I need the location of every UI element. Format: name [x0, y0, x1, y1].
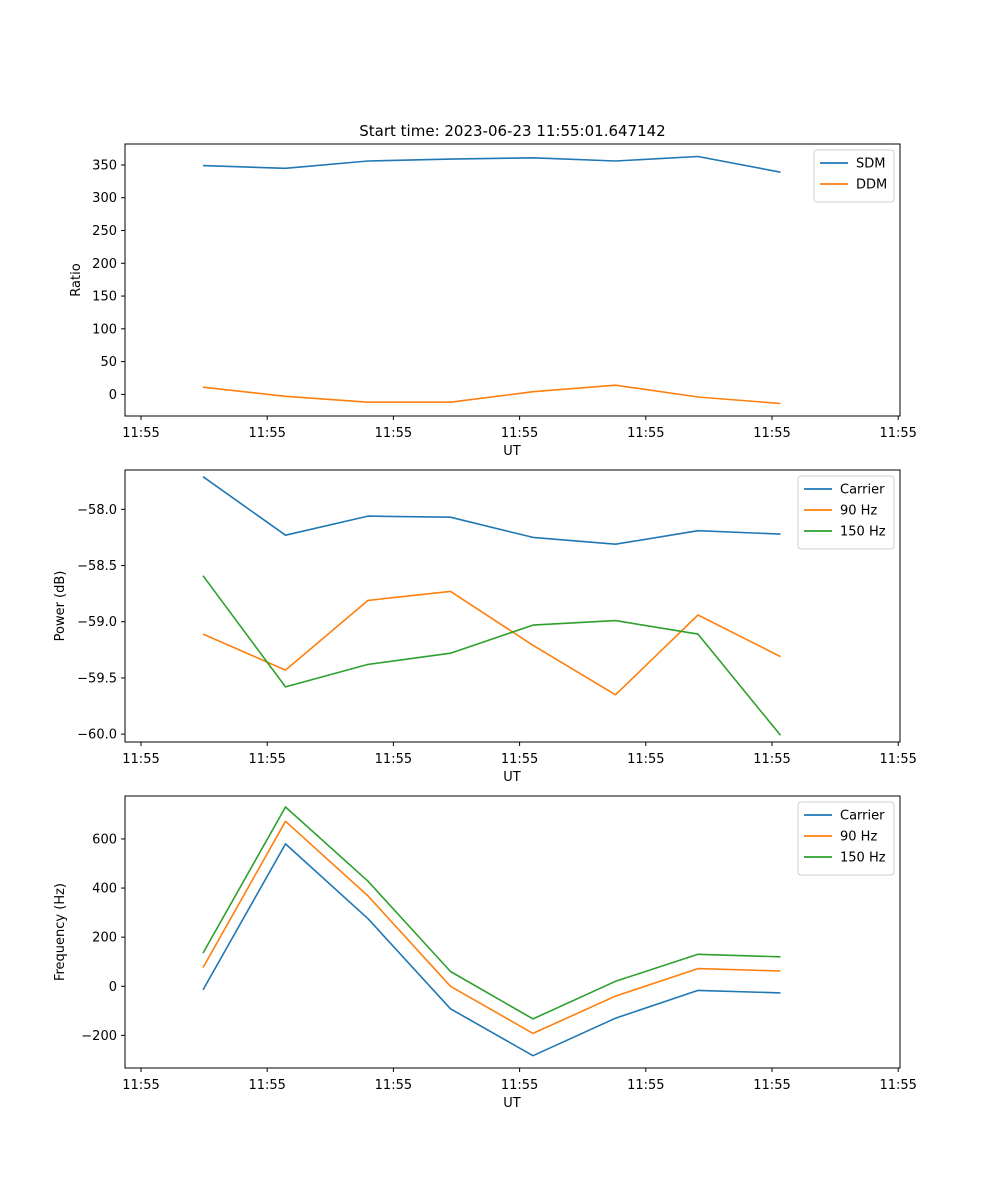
x-tick-label: 11:55: [627, 1078, 664, 1093]
series-line-sdm: [202, 155, 781, 173]
legend: SDM DDM: [813, 149, 895, 203]
y-tick-label: 0: [109, 980, 117, 995]
legend-label: 150 Hz: [840, 525, 886, 540]
series-line-90-hz: [202, 590, 781, 696]
y-tick-label: −59.0: [77, 615, 117, 630]
figure-title: Start time: 2023-06-23 11:55:01.647142: [359, 122, 665, 140]
y-tick-label: 200: [92, 257, 117, 272]
x-tick-label: 11:55: [248, 426, 285, 441]
y-axis-label: Ratio: [69, 263, 84, 296]
legend-label: 90 Hz: [840, 830, 877, 845]
x-tick-label: 11:55: [753, 1078, 790, 1093]
series-line-carrier: [202, 843, 781, 1057]
y-tick-label: 100: [92, 322, 117, 337]
y-tick-label: 250: [92, 224, 117, 239]
axes-frame: [124, 143, 901, 417]
legend: Carrier 90 Hz 150 Hz: [797, 801, 895, 876]
chart-panel-3: −200 0 200 400 600 11:55 11:55 11:55 11:55 11:55 1…: [53, 795, 917, 1111]
legend-label: 150 Hz: [840, 851, 886, 866]
x-tick-label: 11:55: [879, 752, 916, 767]
y-tick-label: −58.5: [77, 559, 117, 574]
x-tick-label: 11:55: [122, 1078, 159, 1093]
series-line-150-hz: [202, 806, 781, 1020]
x-tick-label: 11:55: [501, 752, 538, 767]
axes-frame: [124, 795, 901, 1069]
x-axis-label: UT: [503, 444, 521, 459]
series-line-150-hz: [202, 575, 782, 736]
y-tick-label: 50: [100, 355, 117, 370]
x-tick-label: 11:55: [627, 426, 664, 441]
series-line-ddm: [202, 384, 781, 405]
y-tick-label: 200: [92, 931, 117, 946]
x-tick-label: 11:55: [122, 752, 159, 767]
y-tick-label: 600: [92, 832, 117, 847]
y-tick-label: −58.0: [77, 503, 117, 518]
chart-panel-1: 0 50 100 150 200 250 300 350 11:55 11:55 11:55 11:5…: [69, 143, 917, 459]
x-tick-label: 11:55: [501, 426, 538, 441]
x-tick-label: 11:55: [753, 752, 790, 767]
legend-label: Carrier: [840, 483, 885, 498]
y-tick-label: 350: [92, 158, 117, 173]
y-tick-label: −60.0: [77, 728, 117, 743]
y-tick-label: 300: [92, 191, 117, 206]
x-tick-label: 11:55: [248, 1078, 285, 1093]
x-axis-label: UT: [503, 1096, 521, 1111]
x-tick-label: 11:55: [501, 1078, 538, 1093]
x-tick-label: 11:55: [879, 426, 916, 441]
legend-label: SDM: [856, 157, 885, 172]
x-tick-label: 11:55: [248, 752, 285, 767]
x-tick-label: 11:55: [753, 426, 790, 441]
chart-panel-2: −58.0 −58.5 −59.0 −59.5 −60.0 11:55 11:55 11:55…: [53, 469, 917, 785]
chart-panels: 0 50 100 150 200 250 300 350 11:55 11:55 11:55 11:5…: [53, 143, 917, 1111]
y-axis-label: Power (dB): [53, 571, 68, 642]
series-line-carrier: [202, 476, 781, 546]
x-axis-label: UT: [503, 770, 521, 785]
series-line-90-hz: [202, 820, 781, 1035]
legend-label: DDM: [856, 178, 887, 193]
axes-frame: [124, 469, 901, 743]
x-tick-label: 11:55: [375, 752, 412, 767]
x-tick-label: 11:55: [122, 426, 159, 441]
x-tick-label: 11:55: [375, 1078, 412, 1093]
legend: Carrier 90 Hz 150 Hz: [797, 475, 895, 550]
legend-label: 90 Hz: [840, 504, 877, 519]
y-tick-label: −200: [81, 1029, 117, 1044]
y-tick-label: −59.5: [77, 671, 117, 686]
y-axis-label: Frequency (Hz): [53, 883, 68, 981]
x-tick-label: 11:55: [627, 752, 664, 767]
y-tick-label: 400: [92, 882, 117, 897]
y-tick-label: 150: [92, 290, 117, 305]
x-tick-label: 11:55: [375, 426, 412, 441]
legend-label: Carrier: [840, 809, 885, 824]
y-tick-label: 0: [109, 388, 117, 403]
x-tick-label: 11:55: [879, 1078, 916, 1093]
